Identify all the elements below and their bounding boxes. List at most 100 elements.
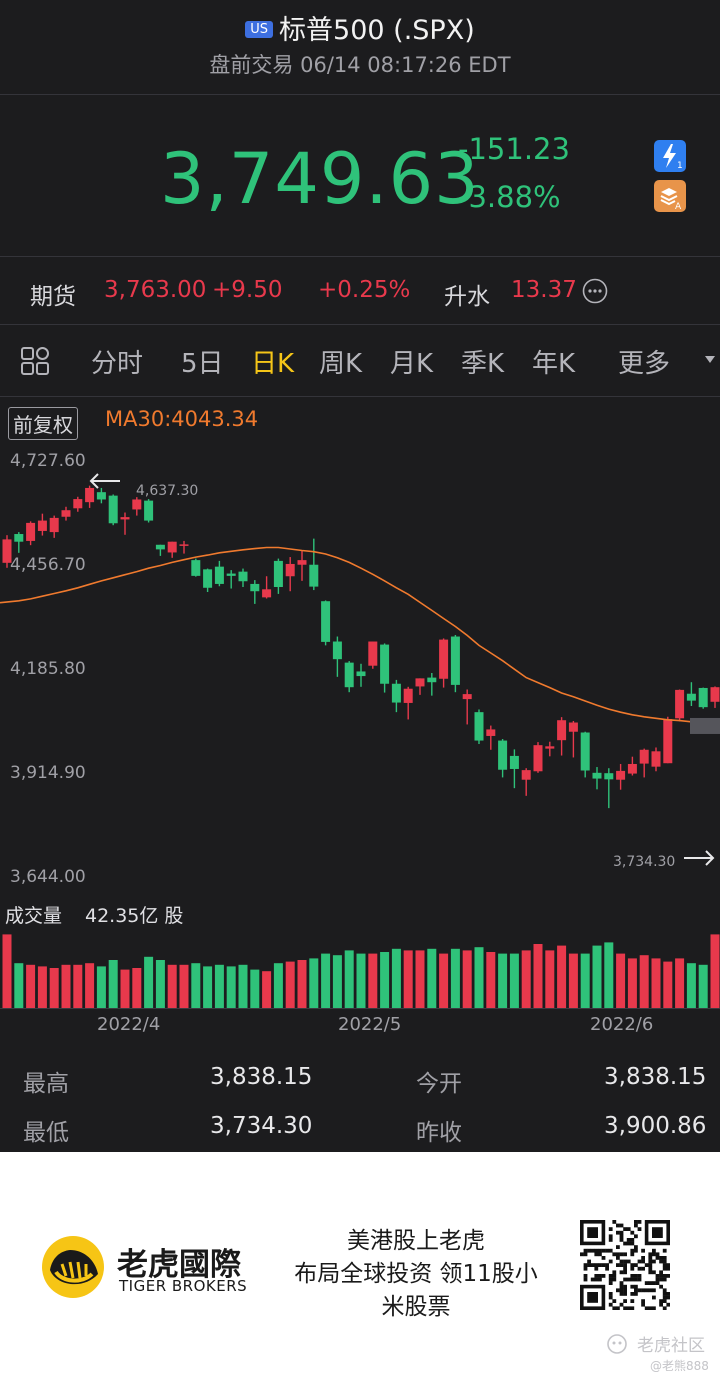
- slogan-line: 布局全球投资 领11股小: [294, 1261, 538, 1287]
- qr-module: [608, 1274, 613, 1278]
- session-time: 盘前交易 06/14 08:17:26 EDT: [209, 53, 511, 77]
- arrow-right-icon: [684, 850, 715, 866]
- tab-daily-k[interactable]: 日K: [251, 349, 295, 379]
- qr-module: [662, 1256, 667, 1260]
- volume-bar: [380, 952, 390, 1008]
- volume-bar: [545, 950, 555, 1008]
- candle-body: [439, 639, 449, 679]
- layers-icon[interactable]: A: [654, 180, 686, 212]
- volume-bar: [403, 950, 413, 1008]
- tab-intraday[interactable]: 分时: [91, 349, 144, 379]
- candle-up: [167, 541, 177, 558]
- candle-up: [675, 689, 685, 722]
- divider: [0, 396, 720, 397]
- candle-body: [639, 749, 649, 764]
- y-tick-label: 4,185.80: [10, 659, 86, 679]
- adjust-toggle[interactable]: 前复权: [8, 407, 78, 440]
- candle-body: [26, 522, 36, 541]
- tab-more[interactable]: 更多: [618, 349, 671, 379]
- candle-body: [474, 712, 484, 741]
- candle-down: [509, 749, 519, 789]
- qr-module: [662, 1277, 667, 1282]
- qr-module: [662, 1299, 667, 1303]
- tab-yearly-k[interactable]: 年K: [532, 349, 576, 379]
- qr-module: [659, 1299, 663, 1303]
- qr-module: [655, 1252, 660, 1257]
- qr-code-icon[interactable]: [580, 1220, 670, 1310]
- volume-bar: [250, 969, 260, 1008]
- candle-up: [521, 768, 531, 796]
- volume-bar: [332, 955, 342, 1008]
- qr-module: [634, 1248, 638, 1253]
- ellipsis-circle-icon[interactable]: [582, 278, 608, 304]
- candle-up: [627, 756, 637, 776]
- futures-change: +9.50: [212, 277, 283, 303]
- qr-module: [655, 1277, 660, 1282]
- candle-body: [675, 689, 685, 719]
- qr-module: [652, 1248, 656, 1253]
- candle-body: [533, 745, 543, 772]
- volume-bar: [144, 956, 154, 1008]
- qr-module: [626, 1238, 631, 1242]
- stat-prev-close-label: 昨收: [416, 1120, 462, 1146]
- candle-down: [450, 634, 460, 693]
- grid-icon[interactable]: [20, 346, 50, 376]
- date-label: 2022/6: [590, 1014, 654, 1035]
- candle-down: [592, 767, 602, 790]
- candle-body: [332, 641, 342, 660]
- slogan-line: 米股票: [381, 1294, 451, 1320]
- volume-bar: [415, 950, 425, 1008]
- qr-module: [637, 1277, 642, 1282]
- qr-module: [623, 1259, 627, 1264]
- qr-module: [583, 1274, 588, 1278]
- qr-module: [608, 1227, 613, 1231]
- qr-module: [594, 1252, 599, 1257]
- qr-module: [619, 1302, 624, 1307]
- qr-finder: [587, 1227, 598, 1238]
- candle-body: [167, 541, 177, 553]
- tab-5day[interactable]: 5日: [181, 349, 224, 379]
- volume-bar: [639, 955, 649, 1008]
- candle-up: [179, 540, 189, 554]
- tab-monthly-k[interactable]: 月K: [390, 349, 434, 379]
- volume-bar: [238, 964, 248, 1008]
- candle-up: [61, 506, 71, 521]
- volume-chart[interactable]: [0, 928, 720, 1010]
- candle-body: [344, 662, 354, 688]
- tab-quarterly-k[interactable]: 季K: [461, 349, 505, 379]
- candle-down: [155, 544, 165, 556]
- candle-down: [332, 636, 342, 677]
- candle-down: [580, 731, 590, 778]
- volume-bar: [226, 966, 236, 1008]
- qr-module: [644, 1306, 649, 1310]
- volume-label: 成交量: [5, 905, 63, 927]
- qr-module: [626, 1277, 631, 1282]
- volume-bar: [321, 953, 331, 1008]
- last-price: 3,749.63: [160, 138, 480, 220]
- volume-bar: [26, 964, 36, 1008]
- candlestick-chart[interactable]: [0, 440, 720, 880]
- qr-module: [666, 1295, 670, 1300]
- volume-bar: [191, 963, 201, 1008]
- qr-module: [630, 1263, 635, 1267]
- triangle-down-icon[interactable]: [704, 355, 716, 365]
- candle-body: [144, 500, 154, 521]
- volume-bar: [49, 968, 59, 1008]
- volume-bar: [533, 944, 543, 1008]
- qr-module: [644, 1281, 649, 1285]
- qr-module: [619, 1292, 624, 1296]
- qr-module: [648, 1266, 653, 1271]
- qr-module: [644, 1288, 649, 1293]
- candle-down: [250, 580, 260, 604]
- tab-weekly-k[interactable]: 周K: [319, 349, 363, 379]
- qr-module: [662, 1288, 667, 1293]
- qr-module: [648, 1270, 653, 1275]
- qr-module: [594, 1263, 599, 1267]
- lightning-icon[interactable]: 1: [654, 140, 686, 172]
- qr-module: [587, 1259, 591, 1264]
- watermark: 老虎社区: [637, 1336, 705, 1356]
- y-tick-label: 4,456.70: [10, 555, 86, 575]
- volume-bar: [96, 966, 106, 1008]
- qr-module: [652, 1270, 656, 1275]
- price-change: -151.23: [458, 132, 570, 166]
